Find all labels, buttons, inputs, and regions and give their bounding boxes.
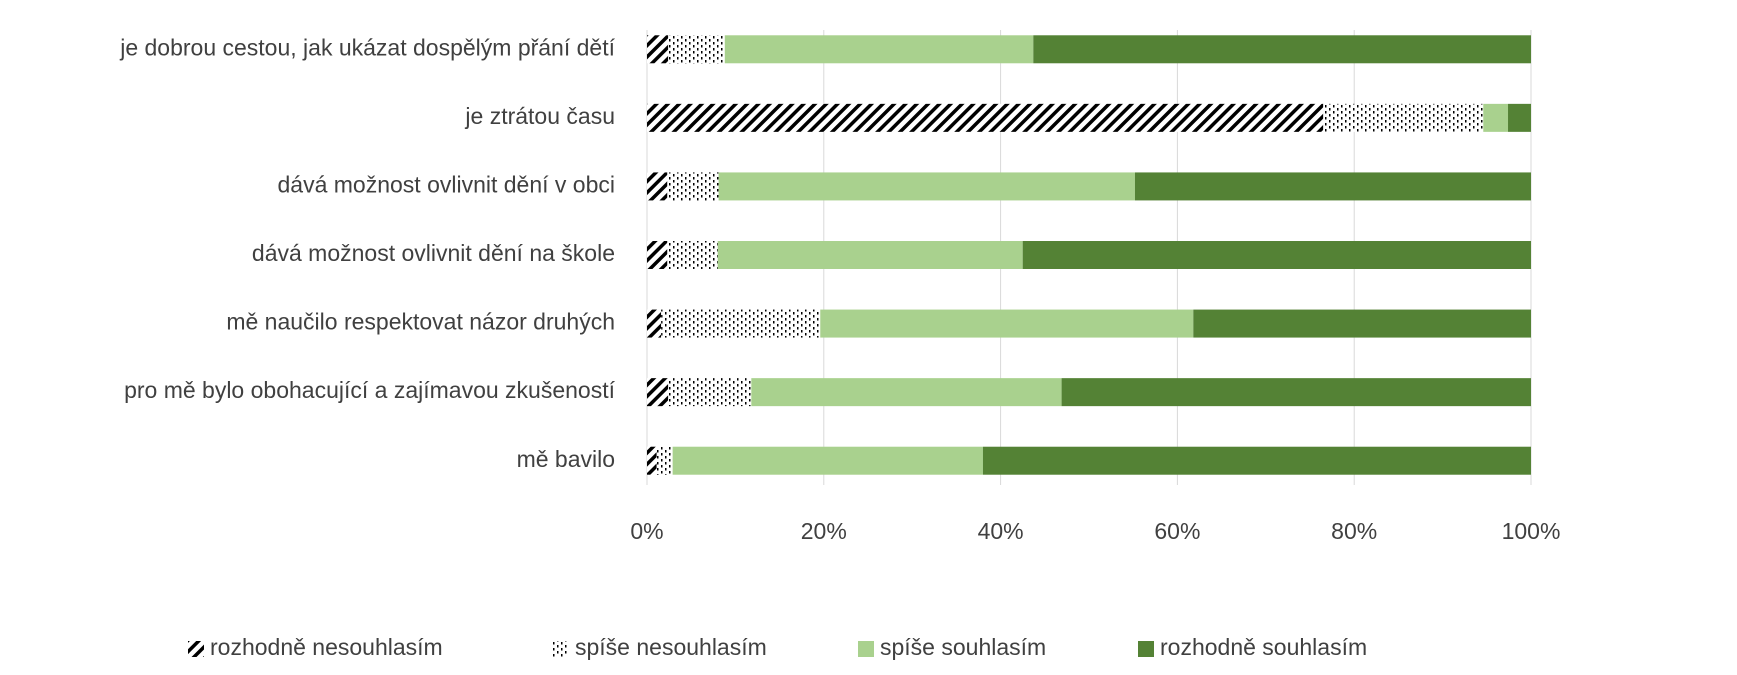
bar-segment: [667, 172, 719, 201]
category-label: dává možnost ovlivnit dění na škole: [252, 240, 615, 266]
bar-segment: [717, 241, 1023, 269]
bar-segment: [647, 103, 1324, 132]
legend-label: rozhodně souhlasím: [1160, 634, 1367, 660]
bar-segment: [1134, 172, 1531, 201]
bar-segment: [820, 309, 1194, 338]
bar-segment: [724, 35, 1034, 64]
bar-segment: [718, 172, 1135, 201]
legend-swatch: [1138, 641, 1154, 657]
category-label: je ztrátou času: [464, 103, 615, 129]
bar-segment: [1323, 103, 1484, 132]
bar-segment: [1483, 103, 1509, 132]
bar-segment: [647, 35, 669, 64]
legend-label: spíše souhlasím: [880, 634, 1046, 660]
category-label: pro mě bylo obohacující a zajímavou zkuš…: [124, 377, 616, 403]
bar-segment: [982, 446, 1531, 475]
bar-segment: [751, 378, 1062, 407]
bar-segment: [668, 378, 752, 407]
x-tick-label: 60%: [1154, 518, 1200, 544]
x-tick-label: 0%: [630, 518, 663, 544]
bar-segment: [668, 35, 725, 64]
bar-segment: [1022, 241, 1531, 269]
bar-segment: [1508, 103, 1531, 132]
bar-segment: [647, 172, 668, 201]
bar-segment: [647, 309, 662, 338]
bar-segment: [667, 241, 718, 269]
bar-segment: [1193, 309, 1531, 338]
bar-segment: [661, 309, 821, 338]
category-label: je dobrou cestou, jak ukázat dospělým př…: [119, 34, 615, 60]
legend-label: rozhodně nesouhlasím: [210, 634, 443, 660]
bar-segment: [647, 241, 668, 269]
bar-segment: [672, 446, 983, 475]
legend-swatch: [553, 641, 569, 657]
x-tick-label: 20%: [801, 518, 847, 544]
category-label: mě naučilo respektovat názor druhých: [226, 309, 615, 335]
bar-segment: [1061, 378, 1531, 407]
bar-segment: [656, 446, 673, 475]
category-label: mě bavilo: [517, 446, 615, 472]
x-tick-label: 40%: [978, 518, 1024, 544]
legend-swatch: [188, 641, 204, 657]
bar-segment: [647, 446, 657, 475]
bar-segment: [1033, 35, 1531, 64]
x-tick-label: 100%: [1502, 518, 1561, 544]
legend-label: spíše nesouhlasím: [575, 634, 767, 660]
x-tick-label: 80%: [1331, 518, 1377, 544]
legend-swatch: [858, 641, 874, 657]
bar-segment: [647, 378, 669, 407]
category-label: dává možnost ovlivnit dění v obci: [277, 172, 615, 198]
